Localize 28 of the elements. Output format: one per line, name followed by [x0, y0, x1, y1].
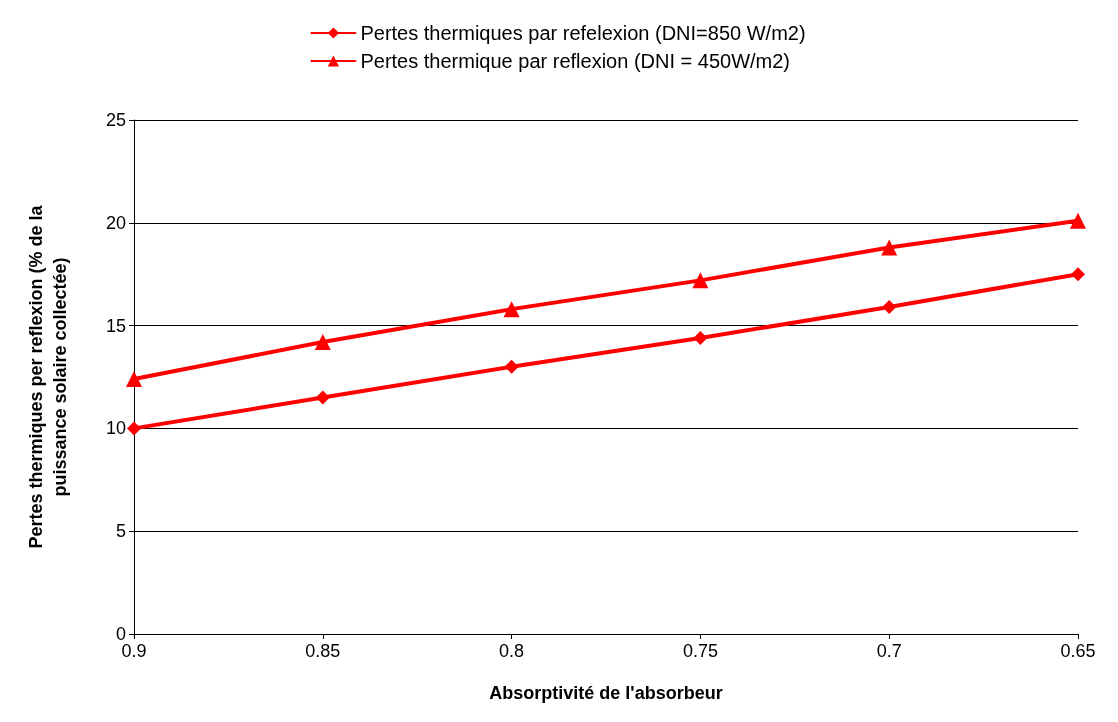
point	[126, 371, 142, 388]
point	[882, 300, 897, 315]
legend-label: Pertes thermique par reflexion (DNI = 450W/m2)	[360, 50, 791, 72]
legend-label: Pertes thermiques par refelexion (DNI=850 W/m2)	[360, 22, 806, 44]
y-tick-label: 15	[105, 315, 126, 336]
y-tick-label: 10	[105, 418, 126, 439]
x-tick-label: 0.75	[682, 641, 718, 661]
point	[314, 334, 331, 351]
x-axis-title: Absorptivité de l'absorbeur	[489, 683, 723, 703]
point	[127, 421, 141, 436]
point	[1070, 212, 1086, 229]
point	[503, 301, 520, 318]
point	[693, 330, 708, 345]
x-tick-label: 0.65	[1060, 641, 1096, 661]
point	[881, 239, 898, 256]
point	[1071, 267, 1085, 282]
y-tick-label: 20	[105, 212, 126, 233]
y-tick-label: 5	[115, 521, 126, 542]
x-tick-label: 0.9	[121, 641, 147, 661]
x-tick-label: 0.8	[499, 641, 525, 661]
point	[692, 272, 709, 289]
y-axis-title: Pertes thermiques per reflexion (% de la puissance solaire collectée)	[26, 204, 70, 549]
y-tick-label: 0	[115, 624, 126, 644]
x-tick-label: 0.7	[876, 641, 902, 661]
x-tick-label: 0.85	[305, 641, 341, 661]
point	[315, 390, 330, 405]
y-tick-label: 25	[105, 110, 126, 130]
point	[504, 359, 519, 374]
